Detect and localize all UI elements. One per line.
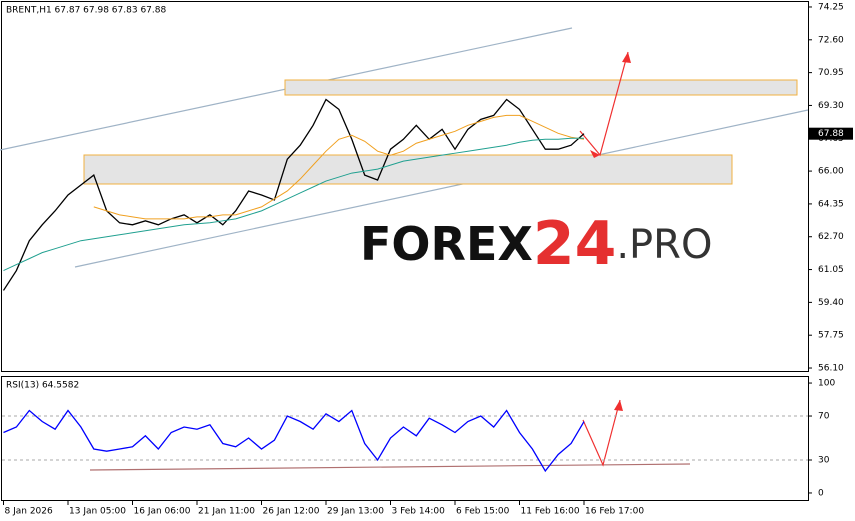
channel-lower [74,109,809,268]
support-zone [83,154,733,185]
price-label-box [809,127,853,140]
series-line [3,137,584,272]
y-tick-label: 100 [818,379,835,389]
series-line [93,114,585,220]
y-tick-label: 69.30 [818,101,844,111]
y-tick-label: 72.60 [818,35,844,45]
y-tick-label: 62.70 [818,232,844,242]
arrow-head [622,52,631,63]
x-tick-label: 29 Jan 13:00 [327,507,384,517]
x-tick-label: 13 Jan 05:00 [69,507,126,517]
watermark-number: 24 [533,209,617,279]
watermark-suffix: .PRO [616,222,712,268]
x-tick-label: 26 Jan 12:00 [263,507,320,517]
y-tick-label: 0 [818,488,824,498]
series-line [3,409,585,473]
x-tick-label: 16 Feb 17:00 [585,507,644,517]
x-tick-label: 11 Feb 16:00 [521,507,580,517]
y-tick-label: 59.40 [818,298,844,308]
x-tick-label: 21 Jan 11:00 [198,507,255,517]
y-tick-label: 64.35 [818,199,844,209]
y-tick-label: 57.75 [818,331,844,341]
x-tick-label: 3 Feb 14:00 [392,507,446,517]
y-tick-label: 70.95 [818,68,844,78]
chart-title: BRENT,H1 67.87 67.98 67.83 67.88 [6,6,166,16]
y-tick-label: 66.00 [818,167,844,177]
y-tick-label: 30 [818,455,830,465]
watermark: FOREX24.PRO [360,209,712,279]
y-tick-label: 74.25 [818,2,844,12]
resistance-zone [284,79,798,96]
y-tick-label: 70 [818,412,830,422]
price-label: 67.88 [818,129,844,139]
x-tick-label: 6 Feb 15:00 [456,507,510,517]
y-tick-label: 61.05 [818,265,844,275]
main-panel [1,1,809,372]
watermark-brand: FOREX [360,217,533,271]
rsi-panel [1,376,809,501]
x-tick-label: 8 Jan 2026 [5,507,53,517]
x-tick-label: 16 Jan 06:00 [134,507,191,517]
rsi-title: RSI(13) 64.5582 [6,381,79,391]
arrow-head [614,400,623,411]
rsi-arrow [582,399,621,467]
rsi-trendline [89,463,691,471]
arrow-head [590,150,600,158]
y-tick-label: 56.10 [818,364,844,374]
series-line [2,98,585,291]
